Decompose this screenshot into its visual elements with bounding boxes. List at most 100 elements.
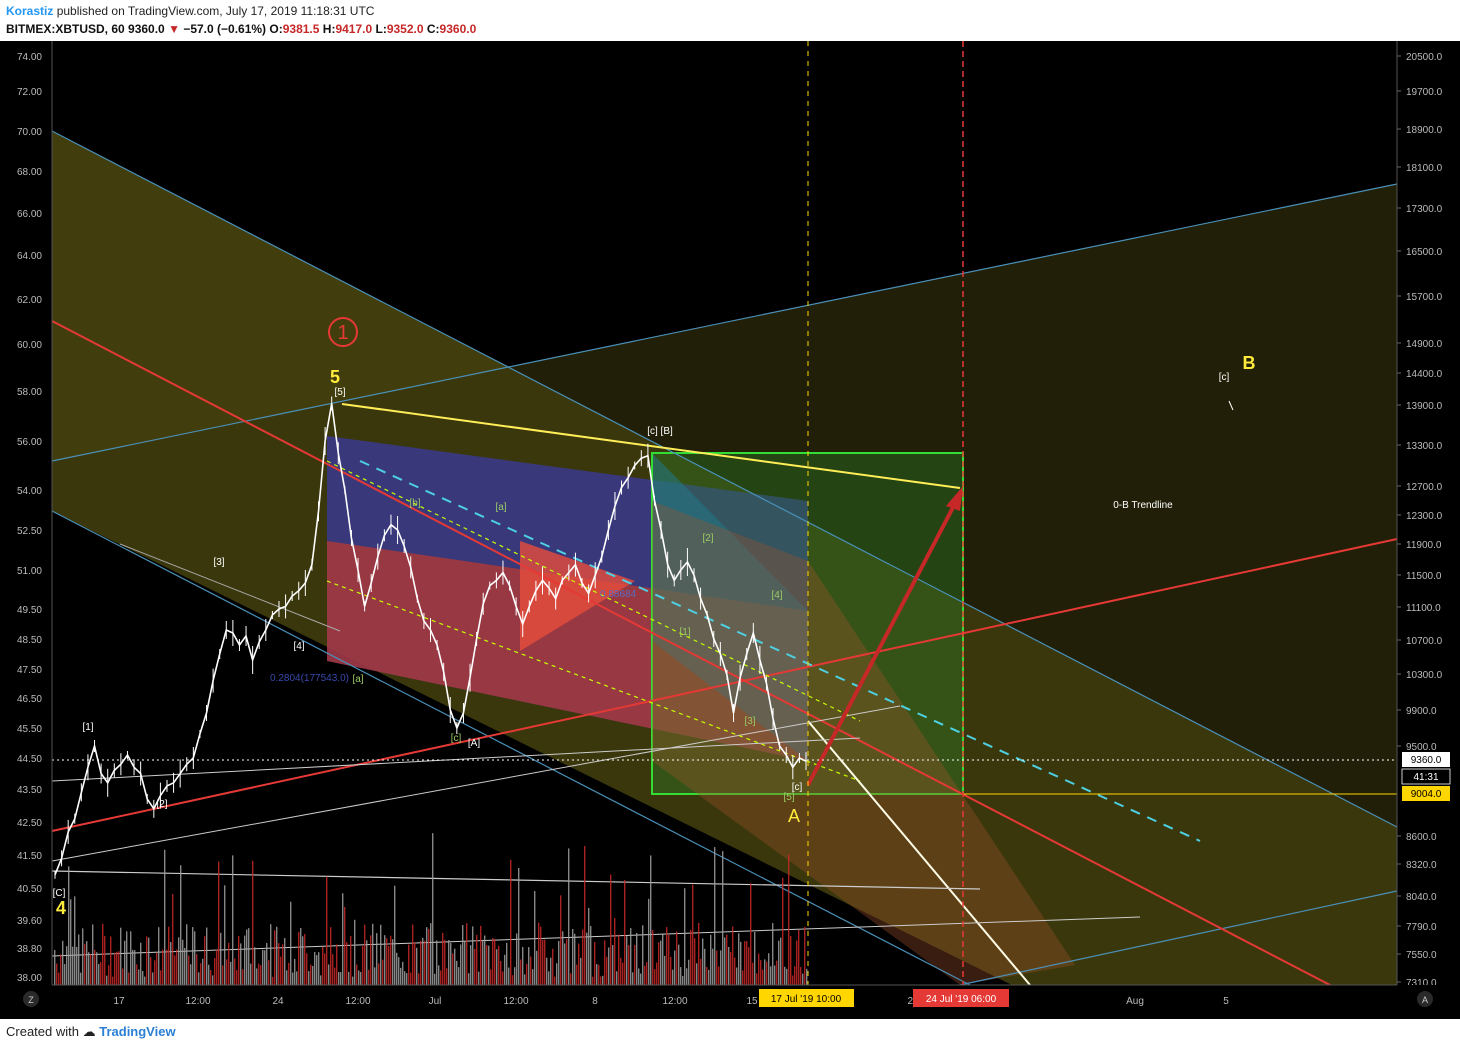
right-axis-tick: 8600.0 <box>1406 832 1437 843</box>
volume-bar <box>696 963 698 985</box>
volume-bar <box>272 976 274 985</box>
volume-bar <box>248 928 250 985</box>
volume-bar <box>716 950 718 985</box>
volume-bar <box>774 965 776 985</box>
time-axis-bg[interactable] <box>0 985 1460 1019</box>
volume-bar <box>208 964 210 985</box>
left-price-axis[interactable]: 74.00 72.00 70.00 68.00 66.00 64.00 62.00 60.00… <box>17 52 42 984</box>
volume-bar <box>340 972 342 985</box>
volume-bar <box>224 885 226 985</box>
volume-bar <box>440 970 442 985</box>
volume-bar <box>752 962 754 985</box>
volume-bar <box>238 936 240 985</box>
volume-bar <box>490 969 492 985</box>
volume-bar <box>388 946 390 985</box>
trendline-label: 0-B Trendline <box>1113 500 1173 511</box>
level-price-tag: 9004.0 <box>1402 786 1450 801</box>
left-axis-tick: 42.50 <box>17 818 42 829</box>
volume-bar <box>436 940 438 985</box>
volume-bar <box>368 969 370 985</box>
volume-bar <box>392 939 394 985</box>
volume-bar <box>438 965 440 985</box>
green-dashed-1 <box>326 460 861 722</box>
volume-bar <box>256 968 258 985</box>
volume-bar <box>724 937 726 985</box>
volume-bar <box>84 943 86 985</box>
volume-bar <box>360 971 362 985</box>
volume-bar <box>210 970 212 985</box>
volume-bar <box>124 940 126 985</box>
volume-bar <box>740 941 742 985</box>
auto-scale-button[interactable]: A <box>1417 991 1433 1007</box>
volume-bar <box>534 891 536 985</box>
volume-bar <box>650 855 652 985</box>
volume-bar <box>554 976 556 985</box>
left-axis-tick: 66.00 <box>17 209 42 220</box>
volume-bar <box>420 940 422 985</box>
volume-bar <box>426 927 428 985</box>
volume-bar <box>104 935 106 985</box>
volume-bar <box>722 851 724 985</box>
left-axis-tick: 46.50 <box>17 694 42 705</box>
time-axis-tick: 12:00 <box>503 996 528 1007</box>
volume-bar <box>72 946 74 985</box>
volume-bar <box>184 947 186 985</box>
volume-bar <box>372 923 374 985</box>
left-axis-bg[interactable] <box>0 41 52 985</box>
right-axis-tick: 13900.0 <box>1406 401 1443 412</box>
left-axis-tick: 49.50 <box>17 605 42 616</box>
volume-bar <box>550 957 552 985</box>
volume-bar <box>470 945 472 985</box>
volume-bar <box>358 970 360 985</box>
volume-bar <box>702 938 704 985</box>
volume-bar <box>638 968 640 985</box>
volume-bar <box>618 934 620 985</box>
volume-bar <box>58 972 60 985</box>
volume-bar <box>370 935 372 985</box>
right-axis-tick: 14400.0 <box>1406 369 1443 380</box>
volume-bar <box>594 942 596 985</box>
wave-3b-label: [3] <box>744 716 755 727</box>
volume-bar <box>90 954 92 985</box>
volume-bar <box>394 885 396 985</box>
right-axis-tick: 11900.0 <box>1406 540 1442 551</box>
wave-5c-label: [5] <box>783 792 794 803</box>
right-price-axis[interactable]: 20500.0 19700.0 18900.0 18100.0 17300.0 16500… <box>1397 52 1443 989</box>
left-axis-tick: 58.00 <box>17 387 42 398</box>
volume-bar <box>460 944 462 985</box>
symbol-name: BITMEX:XBTUSD, 60 <box>6 22 125 36</box>
volume-bar <box>756 973 758 985</box>
time-axis-tick: 12:00 <box>185 996 210 1007</box>
left-axis-tick: 72.00 <box>17 87 42 98</box>
volume-bar <box>230 961 232 985</box>
left-axis-tick: 74.00 <box>17 52 42 63</box>
footer-brand[interactable]: TradingView <box>99 1024 176 1039</box>
volume-bar <box>616 971 618 985</box>
wave-4-sub-label: [4] <box>293 641 304 652</box>
volume-bar <box>608 947 610 985</box>
price-chart[interactable]: 1 5 [5] [c] [B] [3] [4] [1] [2] [C] 4 [a… <box>0 41 1460 1019</box>
author-link[interactable]: Korastiz <box>6 4 54 18</box>
volume-bar <box>646 961 648 985</box>
right-axis-bg[interactable] <box>1397 41 1460 985</box>
volume-bar <box>242 969 244 985</box>
volume-bar <box>572 929 574 985</box>
volume-bar <box>308 971 310 985</box>
volume-bar <box>296 971 298 985</box>
last-price-tag: 9360.0 <box>1402 752 1450 767</box>
volume-bar <box>620 957 622 985</box>
volume-bar <box>704 948 706 985</box>
volume-bar <box>142 971 144 985</box>
volume-bar <box>278 943 280 985</box>
wave-c3-label: [c] <box>1219 372 1230 383</box>
volume-histogram <box>54 833 808 985</box>
volume-bar <box>344 906 346 985</box>
volume-bar <box>768 953 770 985</box>
volume-bar <box>266 942 268 985</box>
left-scale-button[interactable]: Z <box>23 991 39 1007</box>
volume-bar <box>656 962 658 985</box>
volume-bar <box>514 967 516 985</box>
volume-bar <box>462 925 464 985</box>
right-axis-tick: 17300.0 <box>1406 204 1443 215</box>
left-axis-tick: 62.00 <box>17 295 42 306</box>
